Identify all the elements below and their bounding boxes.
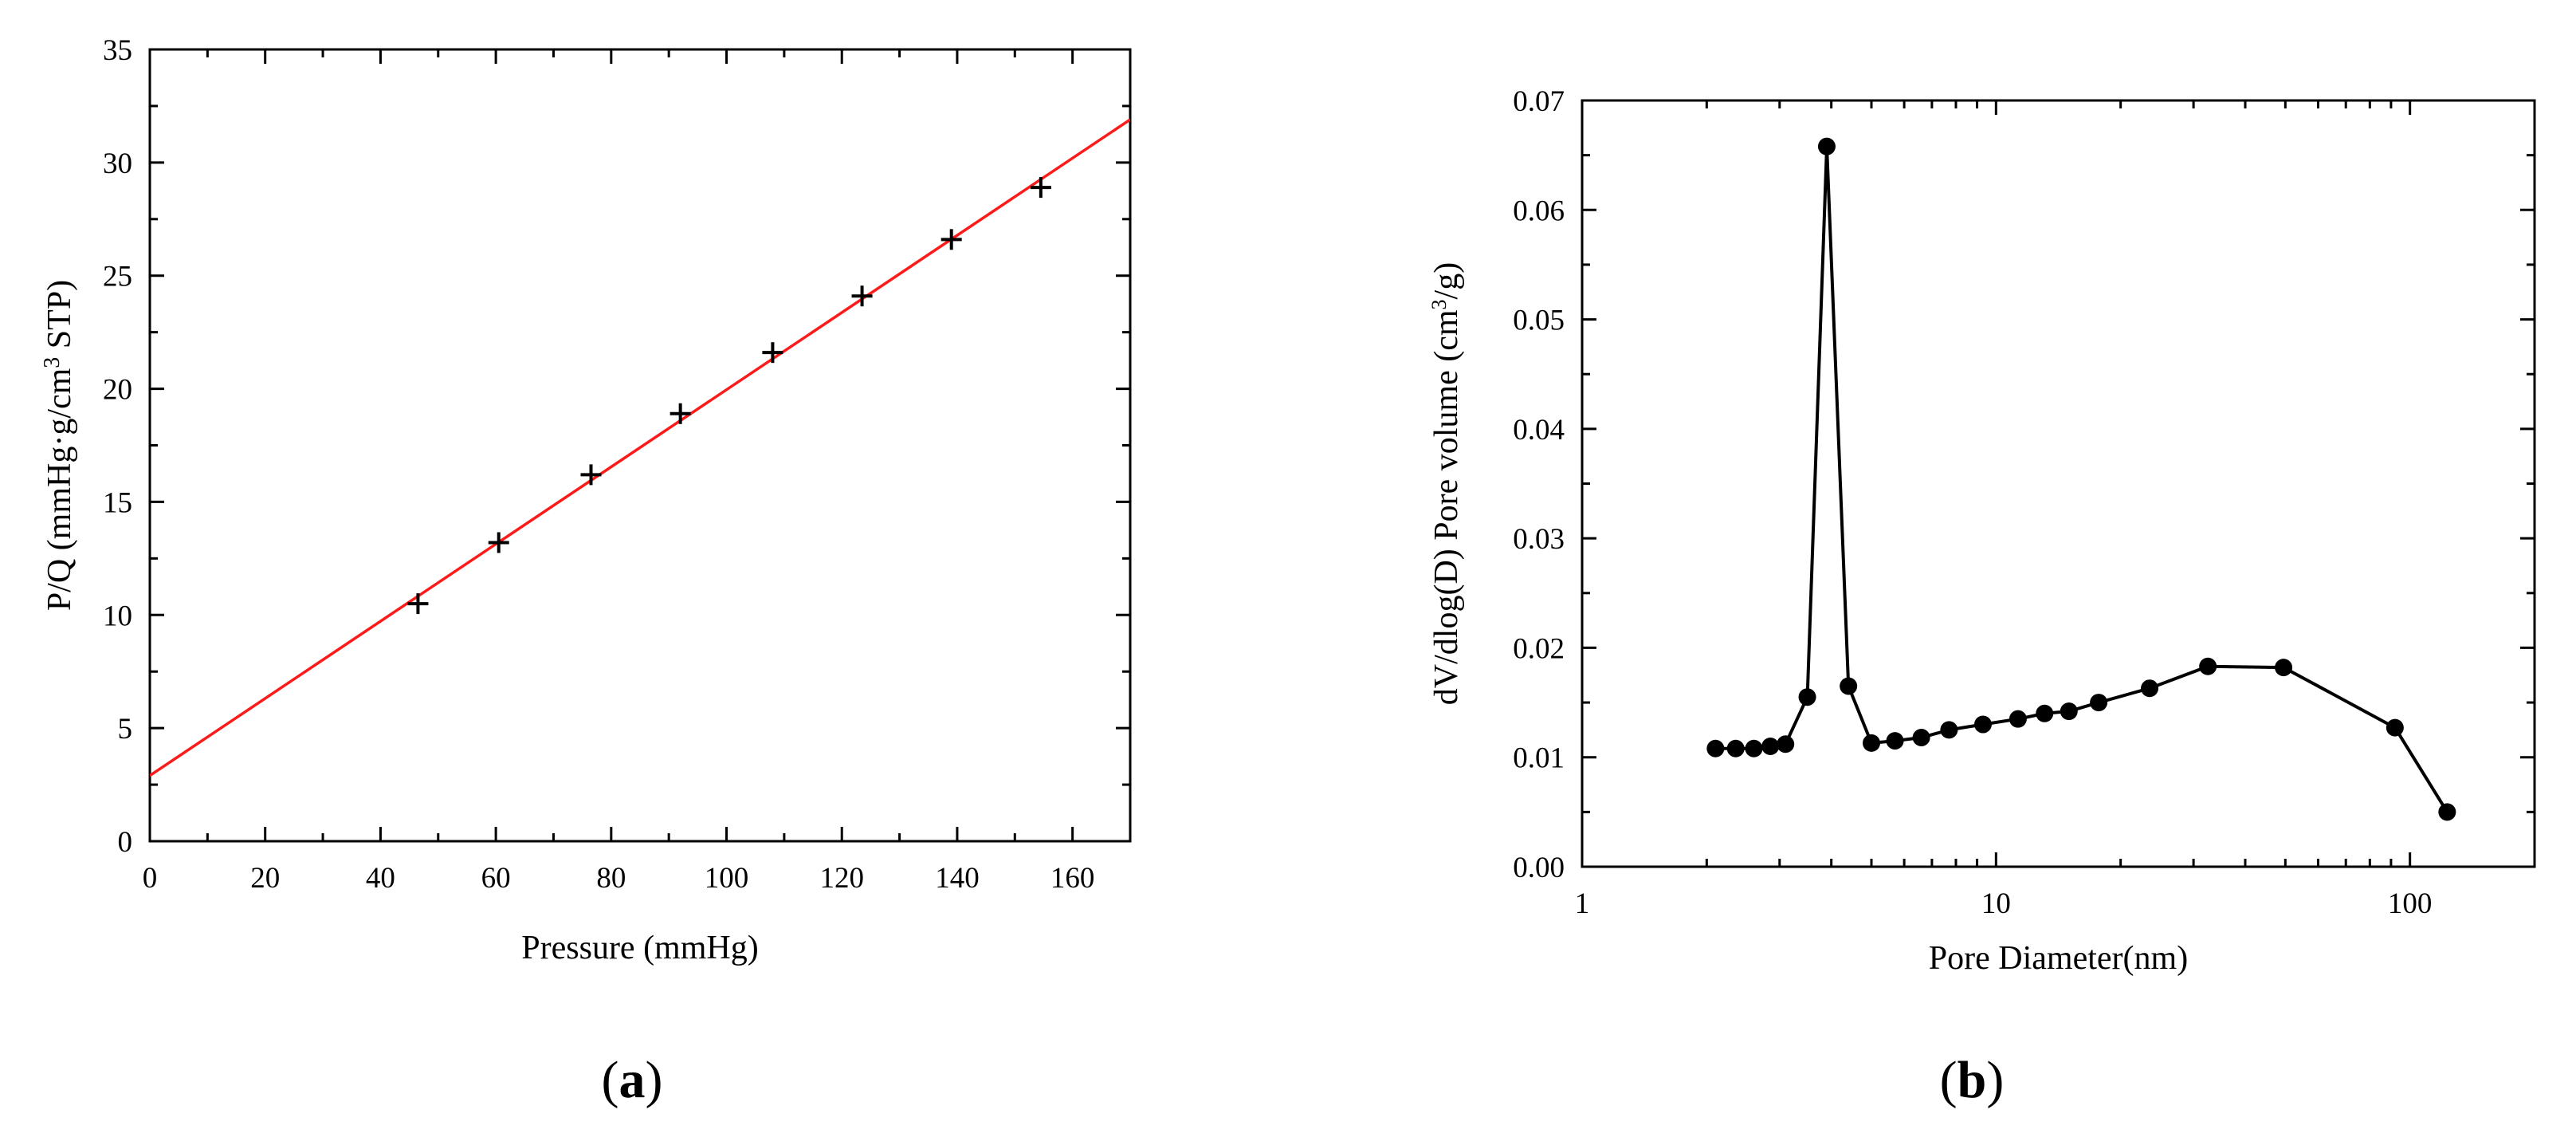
y-tick-label: 0.04 xyxy=(1513,414,1565,447)
y-axis-title: P/Q (mmHg·g/cm3 STP) xyxy=(40,280,78,611)
y-tick-label: 0.01 xyxy=(1513,742,1565,775)
y-tick-label: 0.02 xyxy=(1513,632,1565,665)
data-point-circle xyxy=(2060,702,2078,721)
data-point-plus xyxy=(670,403,691,424)
x-tick-label: 120 xyxy=(819,862,864,895)
data-point-circle xyxy=(2141,679,2159,698)
chart-panel-b: 1 10 100 0.00 0.01 0.02 0.03 0.04 0.05 0.06 0.07 Po… xyxy=(1427,85,2536,1109)
data-point-circle xyxy=(1745,739,1763,757)
y-tick-label: 25 xyxy=(103,261,132,293)
x-tick-label: 40 xyxy=(366,862,395,895)
data-point-circle xyxy=(1726,739,1745,757)
y-axis-title: dV/dlog(D) Pore volume (cm3/g) xyxy=(1427,262,1465,705)
y-axis-title-part: dV/dlog(D) Pore volume (cm xyxy=(1428,309,1465,705)
fit-line xyxy=(150,118,1130,777)
data-point-circle xyxy=(1777,735,1795,753)
y-axis-title-part: STP) xyxy=(41,280,78,357)
x-tick-label: 100 xyxy=(2388,887,2433,920)
panel-paren: ) xyxy=(1986,1051,2004,1109)
x-tick-label: 0 xyxy=(143,862,158,895)
y-tick-label: 10 xyxy=(103,600,132,632)
y-tick-label: 0.05 xyxy=(1513,305,1565,337)
y-axis-title-superscript: 3 xyxy=(1427,299,1451,309)
panel-label-a: (a) xyxy=(602,1051,663,1109)
panel-paren: ) xyxy=(646,1051,663,1109)
data-point-plus xyxy=(580,464,602,486)
data-point-circle xyxy=(2090,694,2108,712)
data-point-circle xyxy=(2275,659,2293,677)
x-tick-label: 1 xyxy=(1575,887,1590,920)
y-tick-label: 30 xyxy=(103,148,132,180)
y-tick-label: 15 xyxy=(103,486,132,519)
data-point-circle xyxy=(2036,704,2054,722)
chart-panel-a: 0 20 40 60 80 100 120 140 160 0 5 10 15 20 25 30 35 Press… xyxy=(40,34,1132,1109)
y-axis-title-superscript: 3 xyxy=(40,357,65,368)
y-tick-label: 0.03 xyxy=(1513,523,1565,556)
y-tick-label: 35 xyxy=(103,34,132,67)
data-point-plus xyxy=(488,532,509,553)
data-point-circle xyxy=(2386,718,2404,737)
y-tick-label: 0 xyxy=(118,826,133,859)
y-axis-title-part: P/Q (mmHg·g/cm xyxy=(41,368,78,611)
y-tick-label: 0.07 xyxy=(1513,85,1565,118)
x-tick-label: 60 xyxy=(481,862,511,895)
plot-frame xyxy=(148,48,1132,843)
data-point-circle xyxy=(1973,715,1992,734)
x-axis-title: Pore Diameter(nm) xyxy=(1929,940,2188,977)
y-tick-label: 5 xyxy=(118,713,133,746)
data-point-plus xyxy=(1030,177,1051,199)
panel-letter: a xyxy=(619,1051,646,1109)
panel-paren: ( xyxy=(1940,1051,1958,1109)
series-line xyxy=(1715,144,2449,813)
x-tick-label: 140 xyxy=(935,862,980,895)
panel-letter: b xyxy=(1958,1051,1987,1109)
data-point-circle xyxy=(1706,739,1725,757)
panel-paren: ( xyxy=(602,1051,619,1109)
x-tick-label: 80 xyxy=(596,862,626,895)
y-tick-label: 0.00 xyxy=(1513,852,1565,884)
y-tick-label: 0.06 xyxy=(1513,195,1565,227)
data-point-circle xyxy=(1840,677,1858,695)
data-point-plus xyxy=(407,593,429,615)
x-tick-label: 20 xyxy=(250,862,280,895)
x-tick-label: 160 xyxy=(1050,862,1095,895)
x-axis-title: Pressure (mmHg) xyxy=(521,930,758,966)
data-point-circle xyxy=(1940,721,1958,739)
data-point-circle xyxy=(1912,729,1930,747)
x-tick-label: 100 xyxy=(705,862,749,895)
data-point-circle xyxy=(1761,737,1780,755)
data-point-plus xyxy=(940,229,962,250)
y-axis-title-part: /g) xyxy=(1428,262,1465,300)
data-point-circle xyxy=(1886,732,1904,750)
plot-frame xyxy=(1581,99,2536,868)
y-tick-label: 20 xyxy=(103,374,132,407)
data-point-circle xyxy=(2009,710,2027,728)
data-point-circle xyxy=(2199,657,2217,675)
data-point-circle xyxy=(2438,803,2456,821)
x-tick-label: 10 xyxy=(1981,887,2011,920)
data-point-circle xyxy=(1862,734,1880,752)
panel-label-b: (b) xyxy=(1940,1051,2005,1109)
data-point-circle xyxy=(1798,688,1816,706)
data-point-plus xyxy=(851,285,873,307)
data-point-circle xyxy=(1817,137,1836,155)
data-point-plus xyxy=(762,342,783,364)
